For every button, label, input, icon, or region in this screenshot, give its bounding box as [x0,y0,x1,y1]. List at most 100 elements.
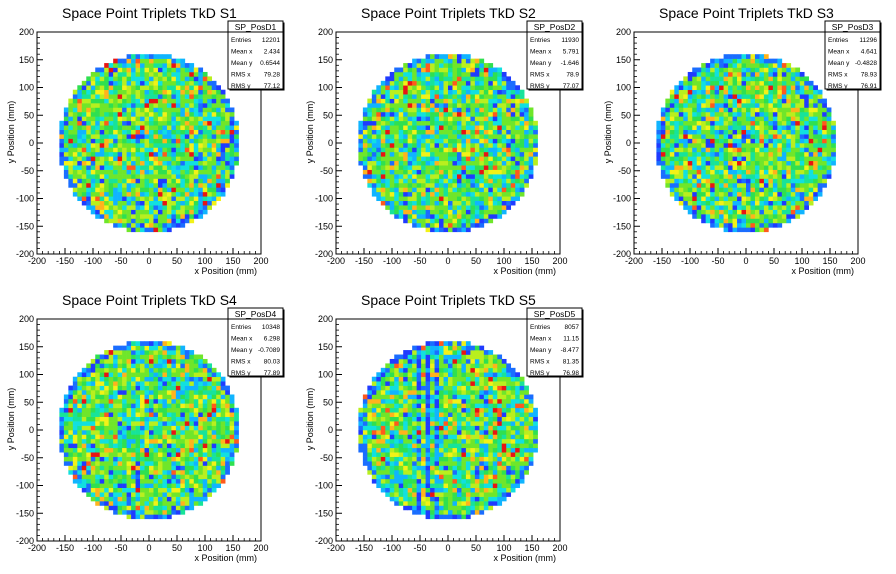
heatmap-cell [95,165,101,170]
heatmap-cell [362,134,368,139]
heatmap-cell [104,138,109,144]
heatmap-cell [746,151,751,157]
heatmap-cell [198,151,204,157]
heatmap-cell [723,103,729,108]
heatmap-cell [180,191,186,197]
heatmap-cell [714,116,720,122]
heatmap-cell [144,447,150,453]
heatmap-cell [763,227,769,233]
heatmap-cell [737,85,742,91]
heatmap-cell [763,125,769,130]
heatmap-cell [763,191,769,197]
heatmap-cell [68,434,74,440]
heatmap-cell [117,412,123,417]
heatmap-cell [492,214,498,219]
heatmap-cell [456,80,462,86]
heatmap-cell [371,125,377,130]
heatmap-cell [763,143,769,148]
heatmap-cell [385,120,391,126]
heatmap-cell [72,425,78,431]
heatmap-cell [99,209,105,215]
heatmap-cell [166,129,172,135]
heatmap-cell [669,111,675,117]
heatmap-cell [461,174,467,179]
heatmap-cell [380,169,386,175]
heatmap-cell [86,443,92,449]
heatmap-cell [483,209,489,215]
heatmap-cell [425,98,431,104]
heatmap-cell [746,196,751,202]
heatmap-cell [126,341,132,346]
heatmap-cell [510,191,516,197]
heatmap-cell [162,54,168,59]
heatmap-cell [113,376,118,382]
heatmap-cell [135,58,141,64]
heatmap-cell [90,376,96,382]
heatmap-cell [131,182,136,188]
heatmap-cell [198,209,204,215]
heatmap-cell [515,178,520,184]
heatmap-cell [380,138,386,144]
heatmap-cell [439,147,444,153]
heatmap-cell [425,143,431,148]
heatmap-cell [452,178,458,184]
heatmap-cell [86,196,92,202]
heatmap-cell [229,147,235,153]
heatmap-cell [750,94,756,99]
heatmap-cell [380,178,386,184]
heatmap-cell [421,143,426,148]
heatmap-cell [728,111,733,117]
heatmap-cell [804,156,810,162]
heatmap-cell [781,143,787,148]
heatmap-cell [207,191,213,197]
heatmap-cell [421,205,426,210]
heatmap-cell [777,125,783,130]
heatmap-cell [421,191,426,197]
heatmap-cell [90,447,96,453]
heatmap-cell [448,107,453,113]
heatmap-cell [90,456,96,462]
heatmap-cell [171,111,177,117]
heatmap-cell [131,58,136,64]
heatmap-cell [474,156,480,162]
heatmap-cell [817,120,823,126]
heatmap-cell [701,98,706,104]
heatmap-cell [122,160,127,166]
stats-label: RMS x [231,72,251,79]
heatmap-cell [122,85,127,91]
heatmap-cell [358,160,364,166]
heatmap-cell [421,196,426,202]
heatmap-cell [108,434,114,440]
heatmap-cell [140,403,145,409]
heatmap-cell [184,218,190,224]
heatmap-cell [81,160,87,166]
heatmap-cell [229,160,235,166]
heatmap-cell [63,452,69,457]
stats-value: 12201 [262,37,280,44]
heatmap-cell [193,138,199,144]
heatmap-cell [99,474,105,480]
heatmap-cell [144,465,150,471]
heatmap-cell [407,151,413,157]
heatmap-cell [768,156,774,162]
heatmap-cell [113,58,118,64]
heatmap-cell [153,165,159,170]
heatmap-cell [808,147,814,153]
heatmap-cell [157,421,163,426]
heatmap-cell [795,125,801,130]
heatmap-cell [108,372,114,378]
heatmap-cell [140,421,145,426]
heatmap-cell [665,107,671,113]
stats-value: 76.91 [861,83,878,90]
heatmap-cell [817,138,823,144]
heatmap-cell [750,205,756,210]
x-tick-label: 50 [769,256,779,266]
heatmap-cell [799,196,805,202]
heatmap-cell [687,174,693,179]
heatmap-cell [407,138,413,144]
heatmap-cell [202,98,208,104]
heatmap-cell [362,107,368,113]
heatmap-cell [108,156,114,162]
heatmap-cell [497,143,503,148]
heatmap-cell [483,129,489,135]
